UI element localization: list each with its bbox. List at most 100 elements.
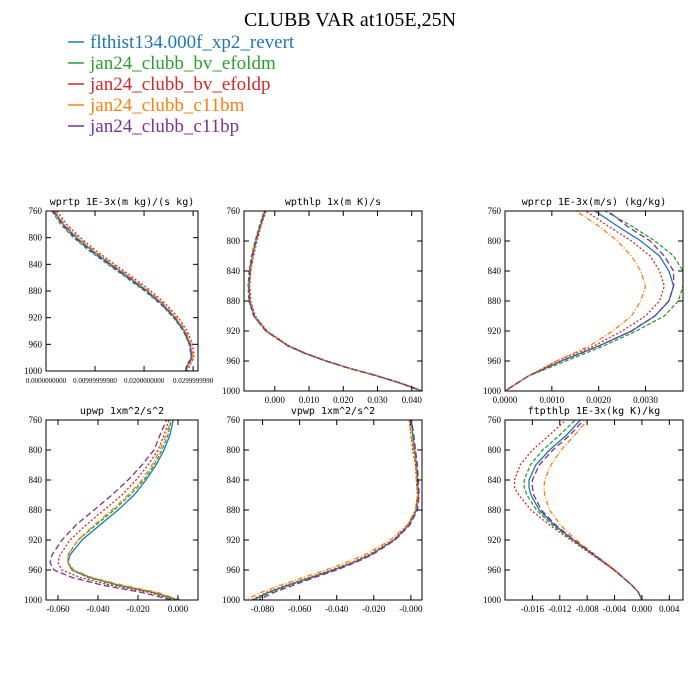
legend: flthist134.000f_xp2_revert jan24_clubb_b… xyxy=(68,32,295,137)
x-tick-label: -0.080 xyxy=(251,604,275,614)
x-tick-label: 0.040 xyxy=(402,395,423,405)
y-tick-label: 760 xyxy=(227,415,241,425)
y-tick-label: 1000 xyxy=(483,595,502,605)
y-tick-label: 960 xyxy=(29,339,43,349)
y-tick-label: 840 xyxy=(29,475,43,485)
y-tick-label: 1000 xyxy=(222,386,241,396)
legend-label: jan24_clubb_bv_efoldm xyxy=(89,53,276,74)
y-tick-label: 760 xyxy=(488,415,502,425)
y-tick-label: 880 xyxy=(29,286,43,296)
y-tick-label: 920 xyxy=(488,326,502,336)
x-tick-label: -0.008 xyxy=(576,604,600,614)
panel-title: upwp 1xm^2/s^2 xyxy=(80,406,164,417)
y-tick-label: 920 xyxy=(29,313,43,323)
panel-title: vpwp 1xm^2/s^2 xyxy=(291,406,375,417)
x-tick-label: 0.0200000000 xyxy=(124,377,165,385)
y-tick-label: 800 xyxy=(488,445,502,455)
y-tick-label: 1000 xyxy=(24,366,43,376)
x-tick-label: -0.016 xyxy=(521,604,545,614)
series-line xyxy=(54,211,194,371)
x-tick-label: -0.012 xyxy=(548,604,571,614)
series-group xyxy=(49,420,181,600)
y-tick-label: 840 xyxy=(488,475,502,485)
series-line xyxy=(52,211,193,371)
plot-frame xyxy=(504,210,684,392)
y-tick-label: 960 xyxy=(488,565,502,575)
panel-wprtp: wprtp 1E-3x(m kg)/(s kg) 760 800 840 880 920 9… xyxy=(24,197,214,385)
panel-title: wprtp 1E-3x(m kg)/(s kg) xyxy=(50,197,195,208)
series-line xyxy=(505,211,683,391)
series-group xyxy=(245,420,420,600)
series-line xyxy=(528,420,643,600)
series-line xyxy=(254,420,419,600)
series-line xyxy=(505,211,647,391)
x-tick-label: 0.0000000000 xyxy=(26,377,67,385)
legend-item: jan24_clubb_bv_efoldm xyxy=(68,53,276,74)
series-line xyxy=(56,211,195,371)
panel-title: wprcp 1E-3x(m/s) (kg/kg) xyxy=(522,197,667,208)
panel-ftpthlp: ftpthlp 1E-3x(kg K)/kg 760 800 840 880 920 960… xyxy=(483,406,684,614)
legend-item: flthist134.000f_xp2_revert xyxy=(68,32,295,53)
y-tick-label: 880 xyxy=(29,505,43,515)
series-group xyxy=(505,211,683,391)
x-tick-label: 0.0030 xyxy=(633,395,658,405)
plot-frame xyxy=(45,210,199,372)
x-tick-label: 0.004 xyxy=(659,604,680,614)
series-line xyxy=(531,420,643,600)
series-line xyxy=(248,211,422,391)
panel-wprcp: wprcp 1E-3x(m/s) (kg/kg) 760 800 840 880 920 9… xyxy=(483,197,684,405)
x-tick-label: 0.0000 xyxy=(493,395,518,405)
series-line xyxy=(67,420,179,600)
panel-vpwp: vpwp 1xm^2/s^2 760 800 840 880 920 960 1000 -0.0… xyxy=(222,406,423,614)
series-line xyxy=(253,420,419,600)
x-tick-label: 0.010 xyxy=(299,395,320,405)
x-tick-label: 0.000 xyxy=(265,395,286,405)
y-tick-label: 800 xyxy=(29,445,43,455)
legend-label: flthist134.000f_xp2_revert xyxy=(90,32,295,53)
series-group xyxy=(247,211,422,391)
y-tick-label: 920 xyxy=(29,535,43,545)
series-line xyxy=(505,211,675,391)
x-tick-label: 0.0020 xyxy=(586,395,611,405)
x-tick-label: 0.030 xyxy=(367,395,388,405)
legend-item: jan24_clubb_bv_efoldp xyxy=(68,74,270,95)
y-tick-label: 880 xyxy=(488,505,502,515)
series-line xyxy=(249,211,422,391)
y-tick-label: 920 xyxy=(227,326,241,336)
y-tick-label: 840 xyxy=(227,475,241,485)
x-tick-label: 0.020 xyxy=(333,395,354,405)
series-group xyxy=(513,420,643,600)
series-line xyxy=(543,420,643,600)
y-tick-label: 800 xyxy=(227,445,241,455)
x-tick-label: -0.004 xyxy=(603,604,627,614)
x-tick-label: -0.060 xyxy=(288,604,312,614)
series-line xyxy=(248,211,422,391)
series-line xyxy=(258,420,420,600)
y-tick-label: 760 xyxy=(29,206,43,216)
panel-title: wpthlp 1x(m K)/s xyxy=(285,197,381,208)
legend-label: jan24_clubb_c11bp xyxy=(89,116,239,137)
y-tick-label: 1000 xyxy=(24,595,43,605)
x-tick-label: 0.000 xyxy=(632,604,653,614)
y-tick-label: 760 xyxy=(488,206,502,216)
x-tick-label: 0.0299999990 xyxy=(173,377,214,385)
y-tick-label: 800 xyxy=(29,233,43,243)
y-tick-label: 840 xyxy=(227,266,241,276)
x-tick-label: 0.000 xyxy=(168,604,189,614)
series-line xyxy=(523,420,643,600)
series-line xyxy=(67,420,181,600)
legend-label: jan24_clubb_bv_efoldp xyxy=(89,74,270,95)
y-tick-label: 1000 xyxy=(222,595,241,605)
y-tick-label: 800 xyxy=(488,236,502,246)
legend-item: jan24_clubb_c11bm xyxy=(68,95,245,116)
y-tick-label: 800 xyxy=(227,236,241,246)
x-tick-label: -0.020 xyxy=(126,604,150,614)
series-line xyxy=(67,420,179,600)
y-tick-label: 920 xyxy=(227,535,241,545)
series-line xyxy=(49,420,173,600)
panel-upwp: upwp 1xm^2/s^27608008408809209601000-0.0… xyxy=(24,406,199,614)
series-line xyxy=(251,420,419,600)
series-group xyxy=(51,211,195,371)
y-tick-label: 960 xyxy=(29,565,43,575)
x-tick-label: -0.000 xyxy=(399,604,423,614)
